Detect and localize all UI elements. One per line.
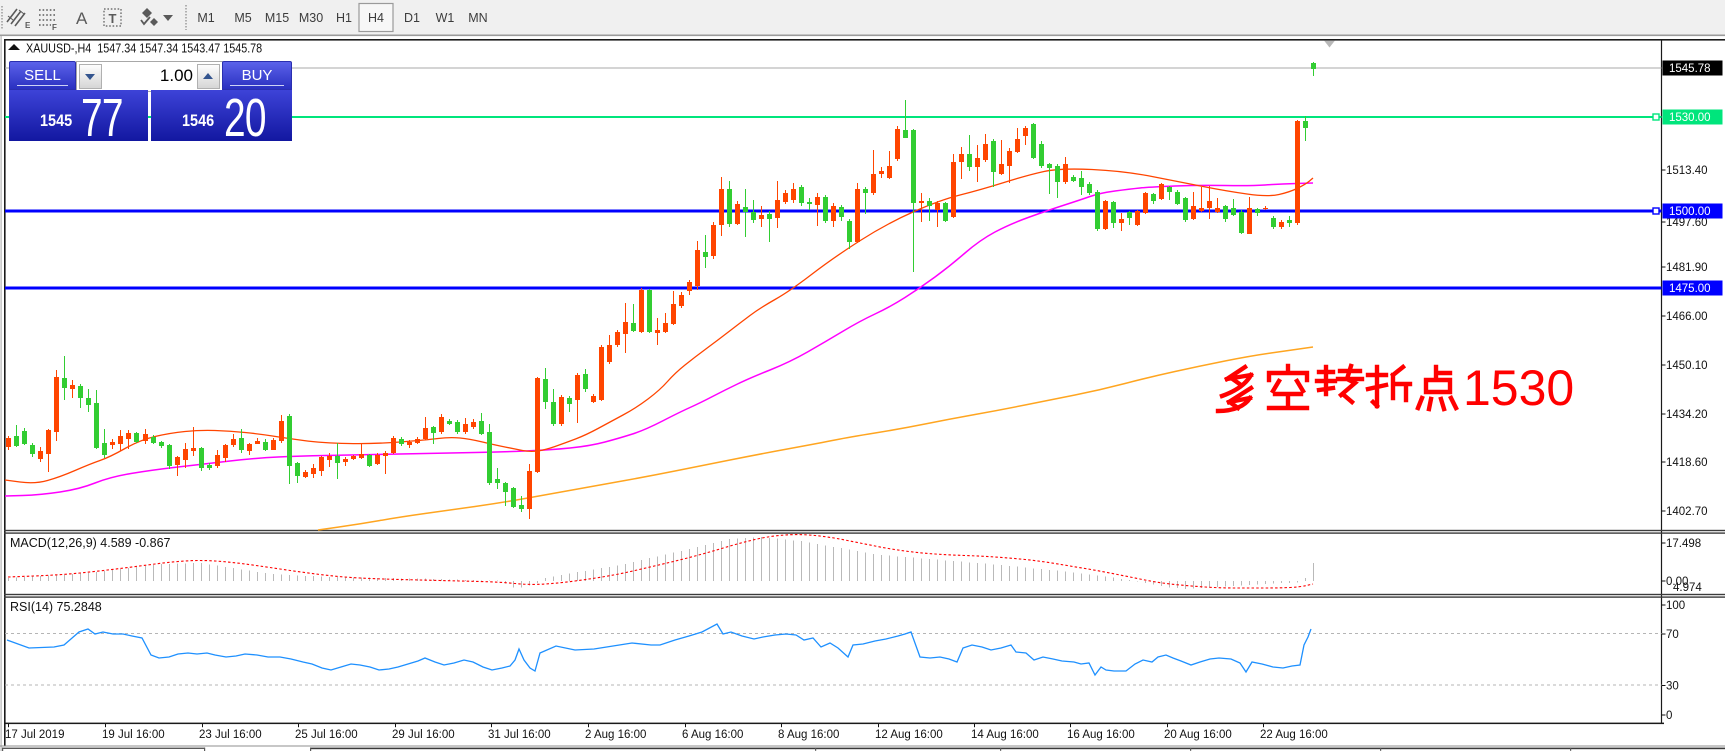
svg-text:W1: W1 — [436, 11, 455, 25]
svg-text:MN: MN — [468, 11, 487, 25]
svg-text:0.00: 0.00 — [1666, 576, 1688, 588]
svg-text:20 Aug 16:00: 20 Aug 16:00 — [1164, 729, 1232, 741]
svg-text:17 Jul 2019: 17 Jul 2019 — [5, 729, 64, 741]
svg-text:1475.00: 1475.00 — [1669, 283, 1711, 295]
svg-text:MACD(12,26,9) 4.589 -0.867: MACD(12,26,9) 4.589 -0.867 — [10, 536, 171, 550]
svg-text:H4: H4 — [368, 11, 384, 25]
svg-text:1513.40: 1513.40 — [1666, 165, 1708, 177]
svg-text:29 Jul 16:00: 29 Jul 16:00 — [392, 729, 455, 741]
svg-text:1466.00: 1466.00 — [1666, 311, 1708, 323]
svg-text:4.974: 4.974 — [1673, 582, 1702, 594]
svg-text:E: E — [25, 21, 31, 30]
svg-text:100: 100 — [1666, 600, 1685, 612]
svg-text:M5: M5 — [234, 11, 251, 25]
svg-text:12 Aug 16:00: 12 Aug 16:00 — [875, 729, 943, 741]
svg-text:70: 70 — [1666, 629, 1679, 641]
svg-text:1450.10: 1450.10 — [1666, 360, 1708, 372]
svg-text:A: A — [76, 9, 88, 28]
svg-text:1530: 1530 — [1463, 360, 1574, 416]
svg-text:H1: H1 — [336, 11, 352, 25]
svg-text:30: 30 — [1666, 681, 1679, 693]
svg-text:1434.20: 1434.20 — [1666, 409, 1708, 421]
svg-text:6 Aug 16:00: 6 Aug 16:00 — [682, 729, 743, 741]
svg-text:25 Jul 16:00: 25 Jul 16:00 — [295, 729, 358, 741]
svg-text:17.498: 17.498 — [1666, 538, 1701, 550]
svg-text:0: 0 — [1666, 710, 1672, 722]
svg-text:2 Aug 16:00: 2 Aug 16:00 — [585, 729, 646, 741]
svg-text:1545.78: 1545.78 — [1669, 63, 1711, 75]
svg-text:1418.60: 1418.60 — [1666, 457, 1708, 469]
svg-text:1500.00: 1500.00 — [1669, 206, 1711, 218]
svg-text:T: T — [109, 11, 117, 26]
svg-text:14 Aug 16:00: 14 Aug 16:00 — [971, 729, 1039, 741]
svg-text:1481.90: 1481.90 — [1666, 262, 1708, 274]
svg-text:22 Aug 16:00: 22 Aug 16:00 — [1260, 729, 1328, 741]
svg-text:F: F — [52, 23, 57, 32]
svg-text:XAUUSD-,H4 1547.34 1547.34 15: XAUUSD-,H4 1547.34 1547.34 1543.47 1545.… — [26, 41, 263, 56]
svg-text:M30: M30 — [299, 11, 323, 25]
svg-text:8 Aug 16:00: 8 Aug 16:00 — [778, 729, 839, 741]
svg-text:M1: M1 — [197, 11, 214, 25]
svg-text:RSI(14) 75.2848: RSI(14) 75.2848 — [10, 600, 102, 614]
svg-text:23 Jul 16:00: 23 Jul 16:00 — [199, 729, 262, 741]
svg-text:31 Jul 16:00: 31 Jul 16:00 — [488, 729, 551, 741]
svg-text:D1: D1 — [404, 11, 420, 25]
svg-text:19 Jul 16:00: 19 Jul 16:00 — [102, 729, 165, 741]
svg-text:1402.70: 1402.70 — [1666, 506, 1708, 518]
svg-text:M15: M15 — [265, 11, 289, 25]
svg-text:1497.60: 1497.60 — [1666, 217, 1708, 229]
svg-text:16 Aug 16:00: 16 Aug 16:00 — [1067, 729, 1135, 741]
svg-text:1530.00: 1530.00 — [1669, 112, 1711, 124]
